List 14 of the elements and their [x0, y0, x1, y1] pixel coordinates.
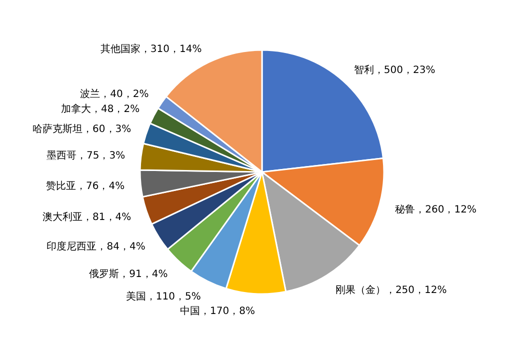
slice-label: 中国，170，8%: [180, 304, 255, 317]
slice-label: 智利，500，23%: [354, 64, 436, 76]
slice-label: 秘鲁，260，12%: [395, 203, 476, 216]
slice-label: 加拿大，48，2%: [61, 103, 140, 116]
slice-label: 澳大利亚，81，4%: [42, 210, 132, 223]
slice-label: 刚果（金），250，12%: [335, 284, 447, 296]
slice-label: 赞比亚，76，4%: [46, 180, 125, 192]
slice-label: 墨西哥，75，3%: [46, 150, 126, 162]
slice-label: 美国，110，5%: [126, 290, 201, 303]
slice-label: 哈萨克斯坦，60，3%: [32, 123, 132, 136]
slice-label: 其他国家，310，14%: [100, 42, 202, 55]
slice-label: 俄罗斯，91，4%: [89, 268, 168, 280]
slice-label: 波兰，40，2%: [80, 88, 149, 100]
slice-label: 印度尼西亚，84，4%: [46, 240, 146, 253]
